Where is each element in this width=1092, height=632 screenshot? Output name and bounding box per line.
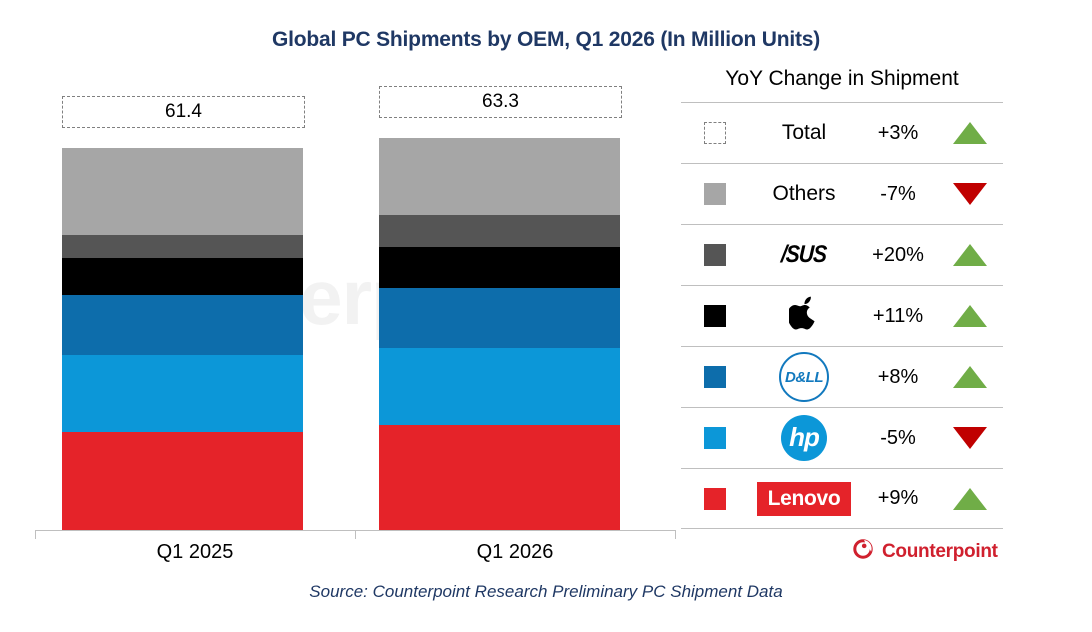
legend-label-dell: D&LL	[749, 352, 859, 402]
swatch-cell	[681, 183, 749, 205]
legend-label-total: Total	[781, 121, 827, 144]
arrow-cell	[937, 244, 1003, 266]
lenovo-logo-icon: Lenovo	[756, 481, 852, 516]
legend-swatch-total-icon	[704, 122, 726, 144]
axis-tick	[355, 530, 356, 539]
arrow-cell	[937, 366, 1003, 388]
arrow-down-icon	[953, 183, 987, 205]
source-note: Source: Counterpoint Research Preliminar…	[309, 582, 783, 601]
arrow-cell	[937, 427, 1003, 449]
bar-group-q1-2025[interactable]: 61.4	[62, 0, 305, 632]
lenovo-logo-text: Lenovo	[767, 486, 841, 510]
legend-swatch-dell-icon	[704, 366, 726, 388]
legend-panel: YoY Change in Shipment Total +3% Others …	[681, 62, 1003, 529]
bar-segment-apple[interactable]	[62, 258, 303, 295]
arrow-down-icon	[953, 427, 987, 449]
legend-swatch-asus-icon	[704, 244, 726, 266]
legend-swatch-lenovo-icon	[704, 487, 726, 510]
legend-label-hp: hp	[749, 415, 859, 461]
dell-logo-icon: D&LL	[779, 352, 829, 402]
legend-label-lenovo: Lenovo	[749, 481, 859, 516]
total-value: 63.3	[482, 91, 519, 112]
legend-title: YoY Change in Shipment	[725, 67, 959, 90]
legend-row-others[interactable]: Others -7%	[681, 163, 1003, 224]
stacked-bar-q1-2025	[62, 0, 303, 632]
bar-segment-dell[interactable]	[379, 288, 620, 348]
bar-segment-others[interactable]	[379, 138, 620, 215]
total-label-box-0: 61.4	[62, 96, 305, 128]
legend-change-dell: +8%	[877, 365, 919, 388]
legend-label-apple	[749, 296, 859, 337]
arrow-up-icon	[953, 244, 987, 266]
x-axis-label-q1-2026: Q1 2026	[476, 541, 554, 563]
bar-segment-apple[interactable]	[379, 247, 620, 288]
arrow-up-icon	[953, 305, 987, 327]
legend-swatch-others-icon	[704, 183, 726, 205]
legend-row-asus[interactable]: /SUS +20%	[681, 224, 1003, 285]
legend-change-total: +3%	[877, 121, 919, 144]
swatch-cell	[681, 122, 749, 144]
legend-label-asus: /SUS	[749, 241, 859, 268]
axis-tick	[35, 530, 36, 539]
arrow-cell	[937, 122, 1003, 144]
legend-change-hp: -5%	[880, 426, 916, 449]
swatch-cell	[681, 487, 749, 510]
hp-logo-text: hp	[789, 422, 820, 452]
bar-group-q1-2026[interactable]: 63.3	[379, 0, 622, 632]
bar-segment-dell[interactable]	[62, 295, 303, 355]
bar-segment-lenovo[interactable]	[62, 432, 303, 530]
arrow-cell	[937, 305, 1003, 327]
hp-logo-icon: hp	[781, 415, 827, 461]
x-axis-label-q1-2025: Q1 2025	[156, 541, 234, 563]
bar-segment-asus[interactable]	[62, 235, 303, 258]
bar-segment-lenovo[interactable]	[379, 425, 620, 530]
legend-row-dell[interactable]: D&LL +8%	[681, 346, 1003, 407]
axis-tick	[675, 530, 676, 539]
swatch-cell	[681, 244, 749, 266]
stacked-bar-q1-2026	[379, 0, 620, 632]
legend-label-others: Others	[772, 182, 836, 205]
total-value: 61.4	[165, 101, 202, 122]
chart-plot-area: 61.4 63.3 Q1 2025 Q1 2026	[35, 0, 676, 632]
legend-change-others: -7%	[880, 182, 916, 205]
legend-change-asus: +20%	[872, 243, 924, 266]
legend-row-lenovo[interactable]: Lenovo +9%	[681, 468, 1003, 529]
bar-segment-others[interactable]	[62, 148, 303, 235]
legend-change-lenovo: +9%	[877, 487, 919, 509]
arrow-up-icon	[953, 487, 987, 510]
counterpoint-logo: Counterpoint	[852, 538, 998, 565]
arrow-cell	[937, 487, 1003, 510]
counterpoint-wordmark: Counterpoint	[882, 540, 998, 562]
swatch-cell	[681, 305, 749, 327]
arrow-up-icon	[953, 122, 987, 144]
counterpoint-mark-icon	[852, 538, 874, 565]
legend-row-apple[interactable]: +11%	[681, 285, 1003, 346]
legend-row-total[interactable]: Total +3%	[681, 102, 1003, 163]
legend-swatch-hp-icon	[704, 427, 726, 449]
bar-segment-hp[interactable]	[379, 348, 620, 425]
arrow-up-icon	[953, 366, 987, 388]
arrow-cell	[937, 183, 1003, 205]
swatch-cell	[681, 427, 749, 449]
page-title: Global PC Shipments by OEM, Q1 2026 (In …	[271, 28, 821, 51]
dell-logo-text: D&LL	[785, 368, 824, 386]
total-label-box-1: 63.3	[379, 86, 622, 118]
legend-row-hp[interactable]: hp -5%	[681, 407, 1003, 468]
swatch-cell	[681, 366, 749, 388]
apple-logo-icon	[787, 296, 819, 337]
bar-segment-asus[interactable]	[379, 215, 620, 247]
legend-change-apple: +11%	[872, 304, 924, 327]
bar-segment-hp[interactable]	[62, 355, 303, 432]
asus-logo-icon: /SUS	[780, 241, 828, 268]
legend-swatch-apple-icon	[704, 305, 726, 327]
